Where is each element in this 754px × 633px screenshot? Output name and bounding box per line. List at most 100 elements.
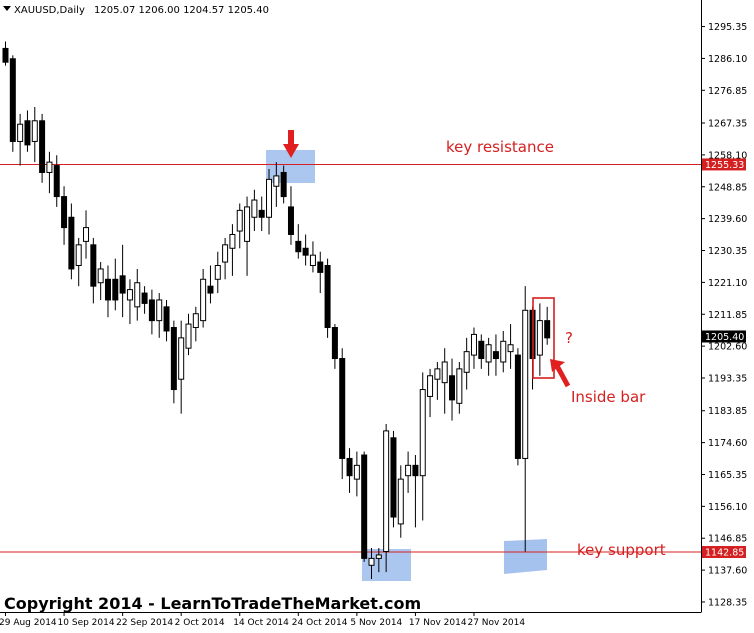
candle <box>31 106 38 163</box>
candle <box>192 306 199 342</box>
candle <box>492 334 499 376</box>
price-tick-label: 1183.85 <box>708 406 747 417</box>
resistance-price-tag-text: 1255.33 <box>705 160 744 171</box>
key-support-label: key support <box>577 541 666 559</box>
price-axis: 1295.35 1286.10 1276.85 1267.35 1258.10 1248.… <box>701 22 747 608</box>
candle-body-up <box>309 254 316 267</box>
inside-bar-arrow-icon <box>550 359 571 388</box>
candle-body-up <box>427 375 434 397</box>
candle <box>104 265 111 318</box>
candle <box>295 224 302 259</box>
candle-body-up <box>441 361 448 384</box>
candle <box>156 293 163 338</box>
time-tick-label: 10 Sep 2014 <box>58 618 115 628</box>
ohlc-header: 1205.07 1206.00 1204.57 1205.40 <box>94 5 269 16</box>
candle <box>544 306 551 345</box>
time-tick-label: 17 Nov 2014 <box>409 618 467 628</box>
candle <box>427 368 434 418</box>
candle <box>134 268 141 321</box>
candle <box>178 320 185 414</box>
candle-body-up <box>126 289 133 301</box>
collapse-triangle-icon[interactable] <box>3 6 11 11</box>
candle <box>514 348 521 466</box>
candle <box>273 162 280 207</box>
support-price-tag: 1142.85 <box>702 546 746 559</box>
candle-body-up <box>200 278 207 322</box>
candle-body-up <box>536 320 543 356</box>
candle <box>302 234 309 266</box>
resistance-price-tag: 1255.33 <box>702 158 746 171</box>
time-axis: 29 Aug 2014 10 Sep 2014 22 Sep 2014 2 Oct 2… <box>0 612 525 628</box>
price-tick-label: 1295.35 <box>708 22 747 33</box>
candle <box>126 279 133 325</box>
candle-body-up <box>229 233 236 249</box>
candle <box>163 299 170 342</box>
candle-body-up <box>97 268 104 284</box>
candle <box>405 451 412 493</box>
current-price-tag: 1205.40 <box>702 330 746 343</box>
candle-body-down <box>24 120 31 146</box>
candle <box>251 189 258 232</box>
candle-body-up <box>470 333 477 356</box>
candle-body-up <box>375 554 382 559</box>
current-price-tag-text: 1205.40 <box>705 332 744 343</box>
price-tick-label: 1165.35 <box>708 470 747 481</box>
candles-group <box>2 41 551 580</box>
candle-body-up <box>463 351 470 373</box>
candle <box>97 262 104 300</box>
candle-body-down <box>104 278 111 301</box>
candle <box>280 165 287 204</box>
time-tick-label: 29 Aug 2014 <box>0 618 57 628</box>
time-tick-label: 24 Oct 2014 <box>292 618 348 628</box>
time-tick-label: 2 Oct 2014 <box>175 618 225 628</box>
price-tick-label: 1239.60 <box>708 214 747 225</box>
price-tick-label: 1258.10 <box>708 150 747 161</box>
candle-body-down <box>207 285 214 294</box>
candle <box>90 237 97 304</box>
candle <box>75 237 82 287</box>
candle-body-up <box>353 464 360 480</box>
candle <box>331 324 338 369</box>
candle-body-down <box>280 171 287 198</box>
candle-body-up <box>222 244 229 263</box>
candle <box>478 334 485 369</box>
candle-body-down <box>324 265 331 329</box>
candle <box>500 330 507 373</box>
candle-body-down <box>39 120 46 173</box>
candle-body-down <box>317 261 324 273</box>
candle-body-up <box>500 340 507 363</box>
candle <box>229 224 236 276</box>
candle <box>236 203 243 249</box>
price-tick-label: 1174.60 <box>708 438 747 449</box>
inside-bar-box <box>532 297 555 379</box>
candle-body-up <box>419 389 426 477</box>
price-tick-label: 1202.60 <box>708 342 747 353</box>
support-highlight-box-right <box>504 539 547 574</box>
candle-body-down <box>449 375 456 401</box>
candle-body-up <box>46 161 53 173</box>
support-price-tag-text: 1142.85 <box>705 548 744 559</box>
candle-body-down <box>148 299 155 322</box>
candle-body-up <box>244 206 251 242</box>
candle-body-up <box>178 337 185 380</box>
candle <box>17 113 24 166</box>
price-tick-label: 1193.35 <box>708 374 747 385</box>
candle-body-down <box>170 327 177 391</box>
candle <box>456 361 463 414</box>
candle-body-up <box>214 265 221 280</box>
price-tick-label: 1248.85 <box>708 182 747 193</box>
candle <box>419 372 426 521</box>
candle <box>24 110 31 152</box>
candle <box>119 244 126 318</box>
candle <box>141 286 148 314</box>
candle-body-down <box>295 240 302 253</box>
candle-body-down <box>119 275 126 294</box>
price-tick-label: 1286.10 <box>708 54 747 65</box>
candle <box>287 186 294 245</box>
candle-body-up <box>17 123 24 142</box>
key-resistance-label: key resistance <box>446 138 554 156</box>
candle <box>434 361 441 400</box>
candle <box>536 303 543 376</box>
